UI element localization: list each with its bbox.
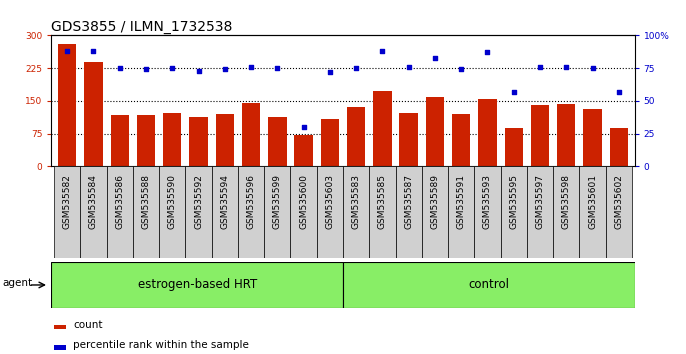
Bar	[51, 262, 343, 308]
Bar	[163, 113, 182, 166]
Text: agent: agent	[3, 278, 33, 288]
Point	[167, 65, 178, 71]
Bar	[80, 166, 106, 258]
Bar	[501, 166, 527, 258]
Bar	[478, 99, 497, 166]
Text: percentile rank within the sample: percentile rank within the sample	[73, 339, 249, 350]
Point	[429, 55, 440, 61]
Point	[62, 48, 73, 54]
Bar	[583, 109, 602, 166]
Bar	[189, 118, 208, 166]
Bar	[133, 166, 159, 258]
Bar	[84, 62, 103, 166]
Point	[272, 65, 283, 71]
Text: GSM535603: GSM535603	[325, 174, 334, 229]
Text: GSM535585: GSM535585	[378, 174, 387, 229]
Bar	[373, 91, 392, 166]
Bar	[606, 166, 632, 258]
Point	[377, 48, 388, 54]
Text: control: control	[469, 279, 509, 291]
Bar	[290, 166, 317, 258]
Point	[220, 67, 230, 72]
Point	[298, 124, 309, 130]
Bar	[396, 166, 422, 258]
Text: GSM535588: GSM535588	[141, 174, 150, 229]
Point	[508, 89, 519, 95]
Point	[193, 68, 204, 74]
Bar	[557, 104, 576, 166]
Bar	[215, 114, 234, 166]
Point	[482, 50, 493, 55]
Bar	[422, 166, 448, 258]
Bar	[317, 166, 343, 258]
Bar	[54, 325, 66, 329]
Bar	[159, 166, 185, 258]
Point	[403, 64, 414, 70]
Text: GSM535596: GSM535596	[246, 174, 256, 229]
Text: GDS3855 / ILMN_1732538: GDS3855 / ILMN_1732538	[51, 21, 233, 34]
Text: GSM535591: GSM535591	[457, 174, 466, 229]
Text: GSM535598: GSM535598	[562, 174, 571, 229]
Bar	[137, 115, 155, 166]
Bar	[531, 105, 549, 166]
Point	[351, 65, 362, 71]
Text: count: count	[73, 320, 103, 330]
Point	[88, 48, 99, 54]
Text: GSM535594: GSM535594	[220, 174, 229, 229]
Bar	[58, 44, 76, 166]
Bar	[474, 166, 501, 258]
Text: GSM535601: GSM535601	[588, 174, 597, 229]
Point	[587, 65, 598, 71]
Point	[534, 64, 545, 70]
Bar	[54, 345, 66, 350]
Bar	[343, 262, 635, 308]
Bar	[369, 166, 396, 258]
Bar	[264, 166, 290, 258]
Bar	[426, 97, 444, 166]
Bar	[347, 107, 366, 166]
Bar	[212, 166, 238, 258]
Bar	[320, 119, 339, 166]
Bar	[54, 166, 80, 258]
Text: estrogen-based HRT: estrogen-based HRT	[138, 279, 257, 291]
Text: GSM535583: GSM535583	[352, 174, 361, 229]
Bar	[268, 118, 287, 166]
Text: GSM535590: GSM535590	[168, 174, 177, 229]
Point	[324, 69, 335, 75]
Bar	[527, 166, 553, 258]
Text: GSM535584: GSM535584	[89, 174, 98, 229]
Text: GSM535599: GSM535599	[273, 174, 282, 229]
Bar	[343, 166, 369, 258]
Bar	[553, 166, 580, 258]
Bar	[504, 128, 523, 166]
Text: GSM535592: GSM535592	[194, 174, 203, 229]
Bar	[110, 115, 129, 166]
Bar	[106, 166, 133, 258]
Bar	[294, 135, 313, 166]
Bar	[185, 166, 212, 258]
Point	[456, 67, 466, 72]
Text: GSM535582: GSM535582	[62, 174, 72, 229]
Bar	[238, 166, 264, 258]
Point	[613, 89, 624, 95]
Point	[115, 65, 126, 71]
Bar	[580, 166, 606, 258]
Bar	[399, 113, 418, 166]
Text: GSM535587: GSM535587	[404, 174, 413, 229]
Bar	[448, 166, 474, 258]
Text: GSM535597: GSM535597	[536, 174, 545, 229]
Point	[246, 64, 257, 70]
Text: GSM535600: GSM535600	[299, 174, 308, 229]
Point	[141, 67, 152, 72]
Point	[560, 64, 571, 70]
Bar	[610, 128, 628, 166]
Text: GSM535593: GSM535593	[483, 174, 492, 229]
Bar	[242, 103, 260, 166]
Bar	[452, 114, 471, 166]
Text: GSM535602: GSM535602	[614, 174, 624, 229]
Text: GSM535595: GSM535595	[509, 174, 518, 229]
Text: GSM535589: GSM535589	[430, 174, 440, 229]
Text: GSM535586: GSM535586	[115, 174, 124, 229]
